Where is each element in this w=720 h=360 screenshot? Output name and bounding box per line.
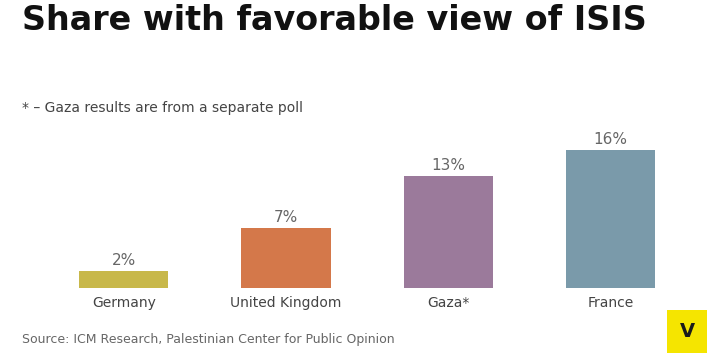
Text: 7%: 7% bbox=[274, 210, 298, 225]
Bar bbox=[566, 150, 655, 288]
Text: Source: ICM Research, Palestinian Center for Public Opinion: Source: ICM Research, Palestinian Center… bbox=[22, 333, 395, 346]
Text: Share with favorable view of ISIS: Share with favorable view of ISIS bbox=[22, 4, 647, 37]
Text: 2%: 2% bbox=[112, 253, 136, 268]
Text: 16%: 16% bbox=[593, 132, 628, 147]
Bar bbox=[404, 176, 493, 288]
Text: 13%: 13% bbox=[431, 158, 465, 173]
Bar bbox=[241, 228, 330, 288]
Bar bbox=[79, 271, 168, 288]
Text: * – Gaza results are from a separate poll: * – Gaza results are from a separate pol… bbox=[22, 101, 302, 115]
Text: V: V bbox=[680, 322, 695, 341]
